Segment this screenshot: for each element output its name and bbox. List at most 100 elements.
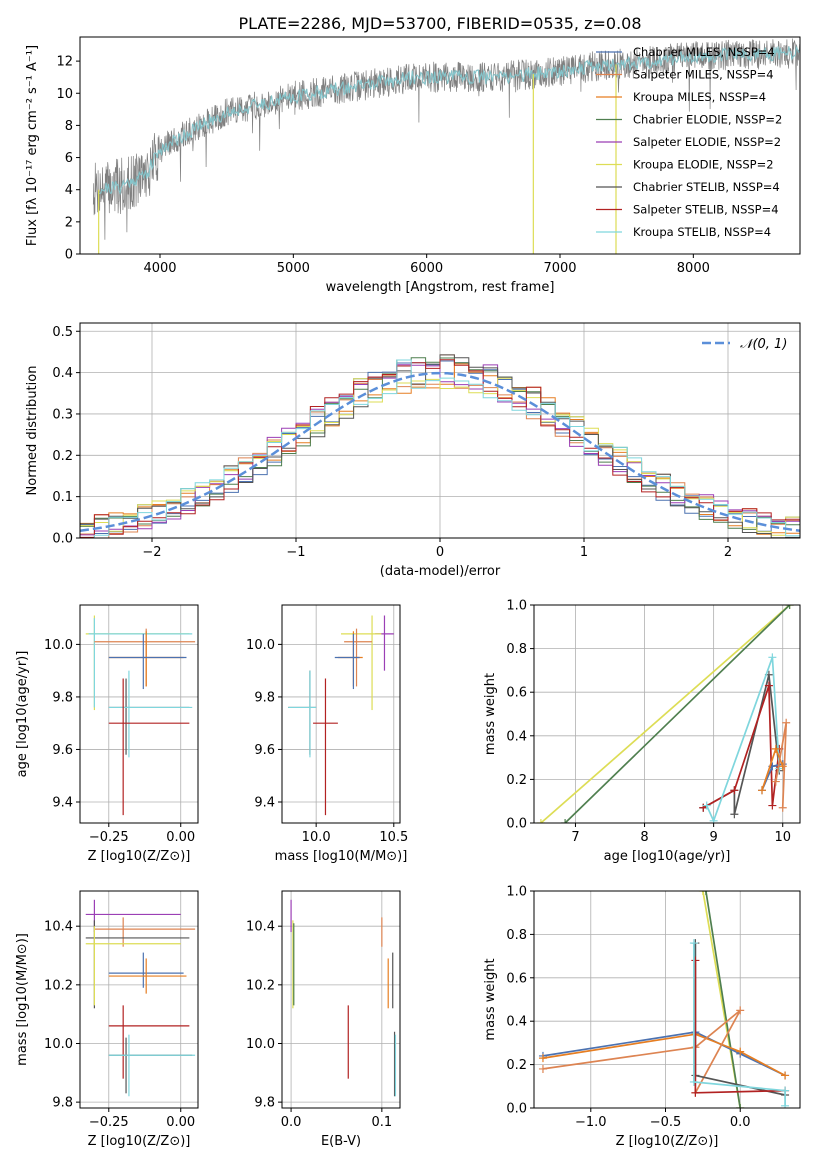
- plot-area-spectrum: [92, 38, 800, 254]
- x-tick-label: 10: [774, 830, 791, 845]
- x-axis-label: E(B-V): [321, 1134, 361, 1149]
- x-tick-label: 4000: [143, 261, 176, 276]
- y-tick-label: 2: [65, 215, 73, 230]
- x-tick-label: −1.0: [575, 1115, 607, 1130]
- weight-series: [693, 943, 786, 1106]
- weight-series: [705, 657, 781, 823]
- weight-point: [561, 819, 570, 823]
- y-tick-label: 0.2: [506, 773, 527, 788]
- y-tick-label: 6: [65, 151, 73, 166]
- weight-point: [768, 801, 777, 810]
- weight-series: [542, 1033, 786, 1077]
- y-axis-label: age [log10(age/yr)]: [15, 651, 30, 778]
- weight-point: [702, 801, 711, 810]
- y-tick-label: 8: [65, 119, 73, 134]
- weight-point: [736, 1047, 745, 1056]
- weight-point: [778, 803, 787, 812]
- normal-curve: [80, 371, 800, 533]
- panel-age_vs_Z: −0.25 0.00 9.4 9.6 9.8 10.0 Z [log10(Z/Z⊙)] age…: [15, 604, 199, 864]
- weight-point: [691, 956, 700, 965]
- x-tick-label: −0.25: [89, 1115, 129, 1130]
- weight-point: [691, 1088, 700, 1097]
- y-tick-label: 0.6: [506, 971, 527, 986]
- x-tick-label: 0.00: [166, 830, 195, 845]
- weight-series: [564, 605, 791, 823]
- y-tick-label: 0.0: [52, 532, 73, 547]
- weight-series: [705, 891, 742, 1108]
- y-tick-label: 9.6: [52, 743, 73, 758]
- x-tick-label: 1: [580, 545, 588, 560]
- x-axis-label: (data-model)/error: [380, 564, 501, 579]
- y-tick-label: 0.0: [506, 817, 527, 832]
- weight-point: [781, 1101, 790, 1108]
- y-tick-label: 10.0: [246, 1037, 275, 1052]
- panel-mass_vs_ebv: 0.0 0.1 9.8 10.0 10.2 10.4 E(B-V): [246, 890, 401, 1149]
- y-tick-label: 9.8: [52, 690, 73, 705]
- y-tick-label: 12: [56, 55, 73, 70]
- y-axis-label: mass [log10(M/M⊙)]: [15, 933, 30, 1066]
- weight-point: [785, 605, 794, 609]
- weight-point: [771, 777, 780, 786]
- weight-point: [781, 1086, 790, 1095]
- x-tick-label: 7: [571, 830, 579, 845]
- y-tick-label: 10.4: [44, 920, 73, 935]
- y-axis-label: Normed distribution: [25, 366, 40, 496]
- y-tick-label: 9.8: [52, 1096, 73, 1111]
- plot-area-mass_vs_Z: [85, 899, 196, 1097]
- x-tick-label: −2: [142, 545, 161, 560]
- x-tick-label: 0.0: [730, 1115, 751, 1130]
- x-tick-label: 7000: [543, 261, 576, 276]
- x-tick-label: 9: [709, 830, 717, 845]
- y-tick-label: 1.0: [506, 885, 527, 900]
- plot-area-weight_vs_age: [536, 605, 794, 823]
- x-tick-label: −1: [286, 545, 305, 560]
- x-tick-label: 10.5: [379, 830, 408, 845]
- x-axis-label: Z [log10(Z/Z⊙)]: [616, 1134, 719, 1149]
- x-axis-label: Z [log10(Z/Z⊙)]: [88, 849, 191, 864]
- y-tick-label: 0.6: [506, 686, 527, 701]
- axes-frame: [79, 604, 199, 824]
- legend-label: Salpeter MILES, NSSP=4: [633, 68, 774, 82]
- plot-area-residuals: [80, 354, 800, 538]
- legend-label: Chabrier STELIB, NSSP=4: [633, 180, 780, 194]
- x-tick-label: 8: [640, 830, 648, 845]
- y-tick-label: 10.0: [246, 638, 275, 653]
- x-tick-label: −0.25: [89, 830, 129, 845]
- weight-point: [730, 810, 739, 819]
- weight-point: [698, 891, 707, 895]
- y-tick-label: 0.1: [52, 490, 73, 505]
- panel-residuals: −2 −1 0 1 2 0.0 0.1 0.2 0.3 0.4 0.5 𝒩(0, 1) (data-mo…: [25, 322, 801, 579]
- weight-point: [768, 653, 777, 662]
- y-tick-label: 0.3: [52, 407, 73, 422]
- y-axis-label: mass weight: [483, 673, 498, 755]
- weight-point: [701, 891, 710, 895]
- legend-label: Kroupa STELIB, NSSP=4: [633, 225, 771, 239]
- y-tick-label: 9.8: [254, 1096, 275, 1111]
- weight-point: [771, 744, 780, 753]
- legend-label: Chabrier MILES, NSSP=4: [633, 45, 775, 59]
- x-tick-label: 2: [724, 545, 732, 560]
- y-axis-label: mass weight: [483, 958, 498, 1040]
- y-tick-label: 0.4: [506, 729, 527, 744]
- legend-label: 𝒩(0, 1): [740, 337, 787, 352]
- weight-point: [689, 1077, 698, 1086]
- weight-series: [540, 605, 791, 823]
- y-tick-label: 10.0: [44, 1037, 73, 1052]
- plot-area-mass_vs_ebv: [290, 899, 397, 1097]
- x-tick-label: 8000: [677, 261, 710, 276]
- panel-age_vs_mass: 10.0 10.5 9.4 9.6 9.8 10.0 mass [log10(M/M⊙)]: [246, 604, 408, 864]
- residual-histogram: [80, 359, 800, 538]
- y-tick-label: 0.4: [506, 1015, 527, 1030]
- weight-point: [764, 681, 773, 690]
- x-tick-label: 6000: [410, 261, 443, 276]
- plot-area-age_vs_Z: [85, 615, 196, 816]
- weight-point: [538, 1054, 547, 1063]
- panel-mass_vs_Z: −0.25 0.00 9.8 10.0 10.2 10.4 Z [log10(Z/Z⊙)] m…: [15, 890, 199, 1149]
- y-tick-label: 9.8: [254, 690, 275, 705]
- y-tick-label: 10.2: [44, 978, 73, 993]
- figure-title: PLATE=2286, MJD=53700, FIBERID=0535, z=0…: [238, 14, 641, 33]
- weight-point: [538, 1064, 547, 1073]
- y-tick-label: 0.8: [506, 928, 527, 943]
- y-tick-label: 10.2: [246, 978, 275, 993]
